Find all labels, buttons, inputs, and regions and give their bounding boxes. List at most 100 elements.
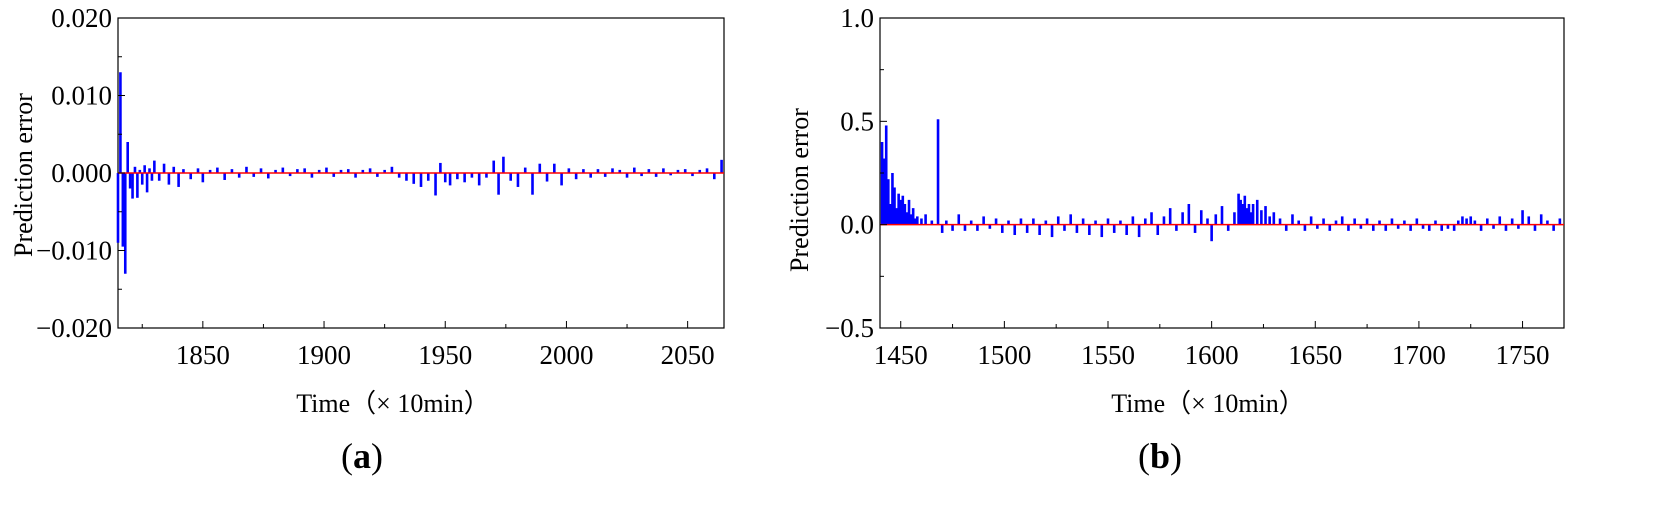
bar-a-97 bbox=[720, 159, 723, 173]
bar-b-89 bbox=[1309, 216, 1313, 225]
x-tick-label-a-0: 1850 bbox=[176, 340, 230, 370]
bar-a-82 bbox=[611, 168, 614, 173]
bar-b-49 bbox=[1106, 218, 1110, 225]
plot-frame-b bbox=[879, 17, 1565, 329]
bar-b-47 bbox=[1094, 220, 1097, 225]
bar-b-54 bbox=[1137, 224, 1141, 238]
bar-a-0 bbox=[116, 173, 120, 243]
y-ticks-b: −0.5 0.0 0.5 1.0 bbox=[825, 3, 887, 343]
bar-a-53 bbox=[412, 173, 416, 184]
bar-a-9 bbox=[138, 169, 142, 173]
bar-b-101 bbox=[1384, 224, 1388, 231]
bar-a-88 bbox=[654, 173, 658, 177]
bar-b-13 bbox=[907, 199, 911, 225]
bar-b-62 bbox=[1187, 204, 1191, 225]
bar-b-121 bbox=[1498, 216, 1502, 225]
bar-a-42 bbox=[332, 173, 336, 177]
bar-a-63 bbox=[477, 173, 481, 186]
bar-b-114 bbox=[1461, 216, 1464, 225]
bar-b-97 bbox=[1359, 224, 1363, 229]
bar-b-29 bbox=[982, 216, 985, 225]
y-tick-label-a-1: −0.010 bbox=[36, 236, 112, 266]
bar-b-8 bbox=[897, 193, 900, 225]
bar-a-36 bbox=[288, 173, 292, 177]
bar-a-73 bbox=[545, 173, 549, 182]
bar-a-10 bbox=[140, 173, 144, 185]
bar-a-86 bbox=[640, 173, 643, 177]
bar-a-67 bbox=[502, 156, 505, 173]
bar-a-48 bbox=[376, 173, 379, 177]
y-tick-label-a-0: −0.020 bbox=[36, 313, 112, 343]
bar-b-46 bbox=[1088, 224, 1091, 235]
bar-b-75 bbox=[1245, 208, 1249, 225]
bar-a-56 bbox=[434, 173, 437, 196]
bar-b-96 bbox=[1353, 218, 1356, 225]
bar-a-16 bbox=[157, 173, 161, 181]
bar-a-90 bbox=[669, 173, 672, 176]
bar-b-112 bbox=[1452, 224, 1456, 231]
y-tick-label-a-2: 0.000 bbox=[51, 158, 112, 188]
bar-b-102 bbox=[1390, 218, 1394, 225]
bar-a-43 bbox=[339, 169, 343, 173]
bar-a-34 bbox=[274, 169, 277, 173]
bar-a-59 bbox=[448, 173, 452, 186]
bar-b-53 bbox=[1131, 216, 1135, 225]
bar-b-16 bbox=[913, 218, 917, 225]
bar-b-34 bbox=[1013, 224, 1017, 235]
bar-b-116 bbox=[1469, 216, 1473, 225]
bar-b-66 bbox=[1210, 224, 1213, 242]
bar-b-30 bbox=[988, 224, 992, 229]
bar-a-24 bbox=[201, 173, 205, 183]
bar-b-26 bbox=[963, 224, 967, 231]
x-tick-label-b-1: 1500 bbox=[977, 340, 1031, 370]
bar-b-83 bbox=[1272, 212, 1276, 225]
bar-b-123 bbox=[1510, 218, 1514, 225]
bar-b-67 bbox=[1214, 214, 1218, 225]
bar-b-127 bbox=[1533, 224, 1537, 231]
bar-b-93 bbox=[1334, 220, 1338, 225]
bar-b-98 bbox=[1365, 218, 1369, 225]
panel-b: −0.5 0.0 0.5 1.0 1450 1500 1550 1600 1650 1700 17… bbox=[785, 3, 1565, 476]
bar-b-36 bbox=[1025, 224, 1029, 233]
bar-b-111 bbox=[1446, 224, 1450, 229]
bar-a-83 bbox=[618, 169, 622, 173]
bar-a-95 bbox=[705, 168, 709, 173]
y-tick-label-a-4: 0.020 bbox=[51, 3, 112, 33]
bar-b-56 bbox=[1150, 212, 1153, 225]
bar-a-18 bbox=[167, 173, 171, 185]
bar-a-66 bbox=[497, 173, 500, 195]
bar-a-14 bbox=[150, 173, 154, 181]
bar-b-126 bbox=[1527, 216, 1531, 225]
bar-a-32 bbox=[259, 168, 263, 173]
bars-b bbox=[880, 119, 1562, 242]
bar-a-68 bbox=[509, 173, 512, 181]
bar-b-17 bbox=[916, 216, 919, 225]
bar-b-81 bbox=[1264, 206, 1267, 225]
bar-a-30 bbox=[245, 166, 248, 173]
bar-b-1 bbox=[882, 158, 886, 225]
bar-b-27 bbox=[969, 220, 973, 225]
bar-a-37 bbox=[296, 169, 299, 174]
bar-b-51 bbox=[1119, 220, 1122, 225]
bar-b-14 bbox=[909, 214, 913, 225]
bar-b-122 bbox=[1504, 224, 1508, 231]
bar-b-117 bbox=[1473, 220, 1477, 225]
bar-a-17 bbox=[162, 163, 166, 173]
bar-b-52 bbox=[1125, 224, 1128, 235]
bar-b-70 bbox=[1233, 212, 1236, 225]
bar-a-65 bbox=[492, 160, 496, 173]
bar-a-1 bbox=[119, 72, 122, 173]
bar-a-91 bbox=[676, 169, 680, 173]
bar-a-96 bbox=[713, 173, 716, 180]
bar-b-44 bbox=[1075, 224, 1079, 233]
bar-b-15 bbox=[911, 208, 915, 225]
bar-b-0 bbox=[880, 142, 884, 225]
bar-a-7 bbox=[133, 166, 137, 173]
bar-a-62 bbox=[470, 173, 474, 178]
bar-a-78 bbox=[582, 169, 585, 174]
bar-a-60 bbox=[456, 173, 459, 180]
bar-b-130 bbox=[1552, 224, 1555, 231]
bar-b-107 bbox=[1421, 224, 1425, 229]
x-ticks-b: 1450 1500 1550 1600 1650 1700 1750 bbox=[874, 321, 1550, 370]
bar-b-63 bbox=[1193, 224, 1197, 233]
